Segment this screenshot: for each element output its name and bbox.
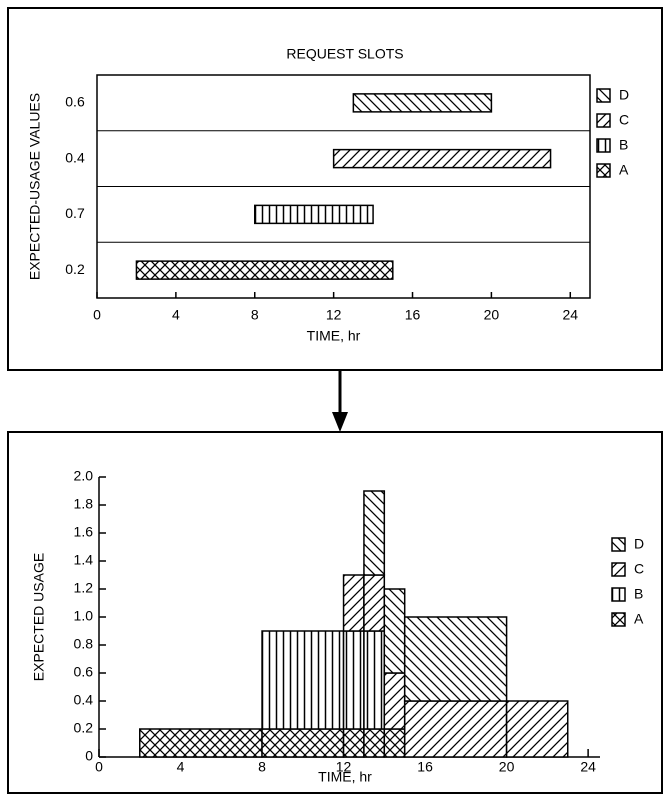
slot-bar xyxy=(332,148,552,169)
y-tick-label: 0.2 xyxy=(74,720,94,736)
legend-label: D xyxy=(634,536,644,552)
x-tick-label: 0 xyxy=(93,307,101,323)
x-tick-label: 20 xyxy=(484,307,500,323)
y-tick-label: 0.8 xyxy=(74,636,94,652)
usage-block xyxy=(342,574,365,632)
usage-block xyxy=(363,490,386,576)
row-value-label: 0.2 xyxy=(65,261,85,277)
legend-label: D xyxy=(619,87,629,103)
y-tick-label: 1.8 xyxy=(74,496,94,512)
x-axis-title: TIME, hr xyxy=(318,769,372,785)
usage-block xyxy=(403,700,508,758)
y-tick-label: 1.2 xyxy=(74,580,94,596)
y-tick-label: 1.0 xyxy=(74,608,94,624)
arrow-head xyxy=(332,412,348,432)
usage-block xyxy=(505,700,569,758)
usage-block xyxy=(363,574,386,632)
legend-swatch xyxy=(611,612,626,627)
legend-label: A xyxy=(634,611,644,627)
y-tick-label: 1.4 xyxy=(74,552,94,568)
usage-block xyxy=(403,616,508,702)
legend-swatch xyxy=(596,138,611,153)
legend-swatch xyxy=(596,88,611,103)
legend-swatch xyxy=(611,537,626,552)
usage-block xyxy=(383,672,406,730)
y-tick-label: 1.6 xyxy=(74,524,94,540)
usage-block xyxy=(363,728,386,758)
y-axis-title: EXPECTED USAGE xyxy=(31,553,47,681)
x-tick-label: 4 xyxy=(177,759,185,775)
legend-swatch xyxy=(596,113,611,128)
slot-bar xyxy=(254,204,374,225)
y-tick-label: 0.6 xyxy=(74,664,94,680)
top-chart: REQUEST SLOTS EXPECTED-USAGE VALUES TIME, … xyxy=(27,46,629,344)
usage-block xyxy=(261,728,345,758)
usage-block xyxy=(342,630,365,730)
bottom-panel xyxy=(7,431,663,794)
usage-block xyxy=(342,728,365,758)
x-tick-label: 8 xyxy=(258,759,266,775)
x-tick-label: 20 xyxy=(499,759,515,775)
x-tick-label: 24 xyxy=(562,307,578,323)
x-tick-label: 16 xyxy=(417,759,433,775)
legend-label: C xyxy=(619,112,629,128)
y-tick-label: 2.0 xyxy=(74,468,94,484)
legend-swatch xyxy=(596,163,611,178)
x-tick-label: 12 xyxy=(326,307,342,323)
row-value-label: 0.7 xyxy=(65,205,85,221)
usage-block xyxy=(139,728,263,758)
top-panel xyxy=(7,7,663,371)
x-axis-title: TIME, hr xyxy=(307,328,361,344)
y-tick-label: 0.4 xyxy=(74,692,94,708)
legend-label: B xyxy=(634,586,643,602)
chart-title: REQUEST SLOTS xyxy=(286,46,403,62)
y-axis-title: EXPECTED-USAGE VALUES xyxy=(27,93,43,280)
legend-swatch xyxy=(611,562,626,577)
x-tick-label: 0 xyxy=(95,759,103,775)
x-tick-label: 16 xyxy=(405,307,421,323)
row-value-label: 0.4 xyxy=(65,149,85,165)
row-value-label: 0.6 xyxy=(65,94,85,110)
y-tick-label: 0 xyxy=(85,748,93,764)
bottom-chart: EXPECTED USAGE TIME, hr 0 0.2 0.4 0.6 0.8 1.0 1.… xyxy=(31,468,644,785)
x-tick-label: 24 xyxy=(580,759,596,775)
legend-label: A xyxy=(619,162,629,178)
slot-bar xyxy=(135,260,394,280)
legend-label: C xyxy=(634,561,644,577)
usage-block xyxy=(383,588,406,674)
usage-block xyxy=(363,630,386,730)
x-tick-label: 4 xyxy=(172,307,180,323)
x-tick-label: 12 xyxy=(336,759,352,775)
slot-bar xyxy=(352,93,493,113)
usage-block xyxy=(383,728,406,758)
x-tick-label: 8 xyxy=(251,307,259,323)
usage-block xyxy=(261,630,345,730)
legend-swatch xyxy=(611,587,626,602)
legend-label: B xyxy=(619,137,628,153)
